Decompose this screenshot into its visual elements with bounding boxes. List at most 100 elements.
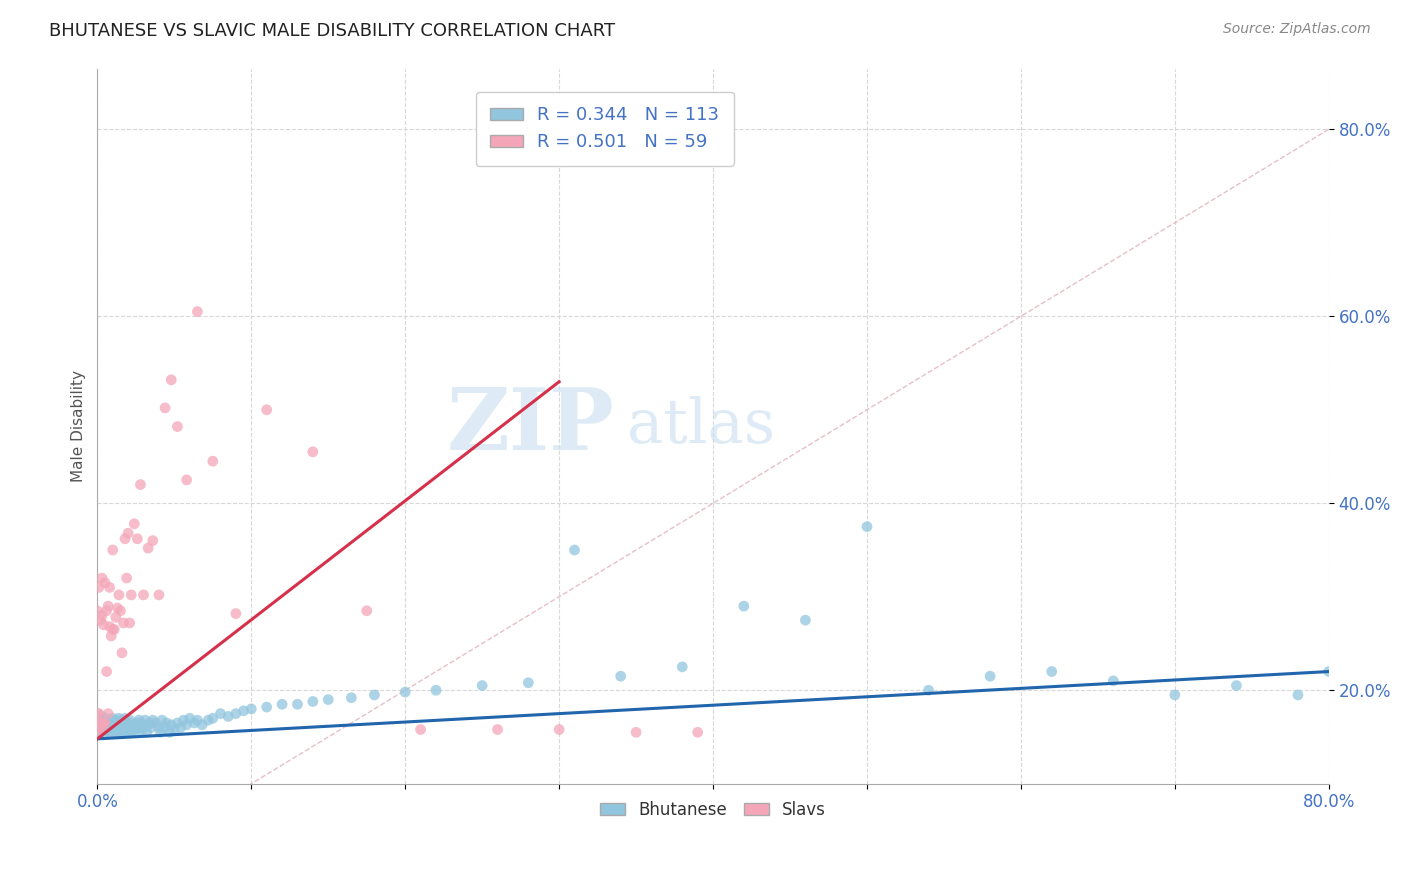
Point: [87, 706, 110, 721]
Point: [225, 607, 247, 621]
Point: [186, 304, 208, 318]
Point: [302, 445, 325, 459]
Point: [176, 718, 198, 732]
Point: [548, 723, 571, 737]
Point: [471, 679, 494, 693]
Point: [150, 713, 173, 727]
Point: [127, 532, 149, 546]
Point: [101, 543, 124, 558]
Point: [96, 604, 118, 618]
Point: [183, 715, 205, 730]
Point: [176, 473, 198, 487]
Point: [118, 713, 141, 727]
Point: [112, 725, 135, 739]
Point: [104, 721, 127, 735]
Point: [86, 715, 108, 730]
Point: [94, 725, 117, 739]
Point: [624, 725, 647, 739]
Point: [98, 581, 121, 595]
Text: atlas: atlas: [627, 396, 775, 456]
Point: [138, 715, 160, 730]
Point: [124, 516, 146, 531]
Point: [356, 604, 378, 618]
Point: [86, 706, 108, 721]
Point: [120, 588, 142, 602]
Point: [89, 713, 111, 727]
Point: [794, 613, 817, 627]
Point: [87, 711, 110, 725]
Point: [93, 617, 115, 632]
Point: [94, 719, 117, 733]
Point: [94, 715, 117, 730]
Point: [86, 721, 108, 735]
Point: [169, 721, 191, 735]
Point: [114, 721, 136, 735]
Point: [132, 588, 155, 602]
Y-axis label: Male Disability: Male Disability: [72, 370, 86, 483]
Point: [671, 660, 693, 674]
Point: [96, 715, 118, 730]
Point: [100, 629, 122, 643]
Point: [1317, 665, 1340, 679]
Point: [149, 725, 172, 739]
Point: [97, 706, 120, 721]
Point: [153, 401, 176, 415]
Point: [94, 711, 117, 725]
Point: [564, 543, 586, 558]
Point: [86, 725, 108, 739]
Point: [135, 725, 157, 739]
Point: [118, 615, 141, 630]
Point: [89, 613, 111, 627]
Point: [201, 454, 224, 468]
Point: [105, 715, 128, 730]
Point: [201, 711, 224, 725]
Point: [91, 571, 114, 585]
Point: [117, 725, 139, 739]
Point: [134, 713, 156, 727]
Point: [96, 723, 118, 737]
Point: [111, 723, 134, 737]
Point: [486, 723, 509, 737]
Legend: Bhutanese, Slavs: Bhutanese, Slavs: [593, 794, 832, 825]
Point: [91, 608, 114, 623]
Point: [115, 571, 138, 585]
Point: [132, 721, 155, 735]
Point: [131, 723, 153, 737]
Point: [110, 715, 132, 730]
Point: [166, 715, 188, 730]
Point: [96, 665, 118, 679]
Point: [117, 715, 139, 730]
Point: [91, 709, 114, 723]
Point: [191, 718, 214, 732]
Point: [98, 620, 121, 634]
Point: [129, 715, 152, 730]
Point: [225, 706, 247, 721]
Point: [129, 477, 152, 491]
Point: [89, 715, 111, 730]
Point: [87, 721, 110, 735]
Point: [108, 588, 131, 602]
Point: [110, 604, 132, 618]
Point: [114, 711, 136, 725]
Point: [93, 723, 115, 737]
Point: [91, 721, 114, 735]
Point: [111, 713, 134, 727]
Point: [256, 402, 278, 417]
Point: [1040, 665, 1063, 679]
Point: [159, 725, 181, 739]
Point: [112, 718, 135, 732]
Point: [217, 709, 239, 723]
Text: Source: ZipAtlas.com: Source: ZipAtlas.com: [1223, 22, 1371, 37]
Point: [93, 715, 115, 730]
Point: [86, 725, 108, 739]
Point: [302, 694, 325, 708]
Point: [125, 715, 148, 730]
Point: [1164, 688, 1187, 702]
Point: [148, 721, 170, 735]
Point: [87, 581, 110, 595]
Point: [240, 702, 263, 716]
Point: [686, 725, 709, 739]
Point: [121, 721, 143, 735]
Point: [125, 725, 148, 739]
Point: [173, 713, 195, 727]
